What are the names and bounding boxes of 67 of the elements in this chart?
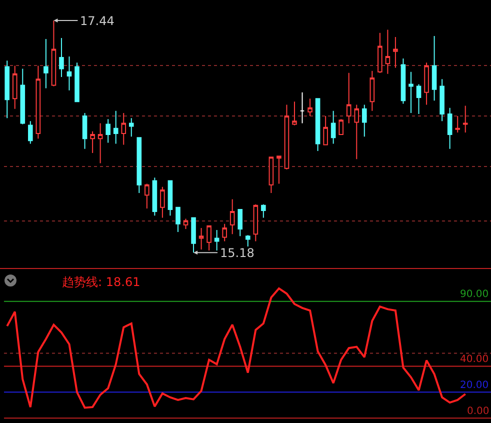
candlestick [128, 118, 134, 138]
candlestick [230, 198, 235, 235]
candlestick [4, 60, 10, 119]
candlestick [400, 58, 406, 104]
candlestick [59, 37, 64, 78]
candlestick [362, 104, 367, 138]
candlestick [176, 206, 180, 233]
candlestick [346, 72, 352, 124]
candlestick [323, 116, 328, 146]
candlestick [292, 101, 297, 126]
candlestick [393, 36, 398, 68]
candlestick [338, 118, 344, 136]
candlestick [432, 35, 437, 102]
candlestick [268, 156, 274, 194]
candlestick [136, 137, 142, 194]
candlestick [20, 68, 26, 125]
annotation: 15.18 [220, 246, 254, 260]
candlestick [385, 29, 390, 74]
candlestick [370, 70, 375, 112]
candlestick [408, 71, 414, 114]
candlestick [51, 20, 56, 87]
candlestick [300, 92, 305, 124]
candlestick [315, 98, 320, 152]
candlestick [66, 56, 72, 91]
candlestick [198, 227, 204, 250]
candlestick [462, 105, 468, 133]
candlestick [113, 110, 118, 144]
candlestick [206, 225, 212, 252]
candlestick [106, 118, 110, 144]
candlestick [44, 38, 48, 89]
candlestick [354, 104, 360, 160]
candlestick [98, 122, 103, 164]
candlestick [261, 204, 266, 218]
candlestick [238, 208, 243, 237]
annotation: 17.44 [80, 14, 114, 28]
candlestick [378, 32, 382, 74]
candlestick [36, 65, 41, 140]
ref-line-label: 0.00 [467, 406, 490, 417]
candlestick [144, 183, 150, 209]
ref-line-label: 90.00 [460, 289, 489, 300]
candlestick [253, 204, 258, 242]
candlestick [28, 120, 33, 144]
candlestick [160, 186, 165, 218]
text: 趋势线 [62, 275, 98, 289]
candlestick [308, 98, 312, 117]
candlestick [447, 107, 452, 150]
candlestick [152, 177, 158, 216]
candlestick [455, 116, 460, 133]
candlestick [424, 62, 429, 106]
candlestick [222, 223, 227, 242]
candlestick [90, 130, 95, 154]
candlestick [74, 62, 80, 102]
candlestick [440, 78, 444, 122]
ref-line-label: 20.00 [460, 380, 489, 391]
candlestick [121, 112, 126, 146]
candlestick [276, 156, 282, 184]
candlestick [183, 218, 188, 230]
candlestick [330, 110, 336, 144]
candlestick [168, 180, 173, 216]
candlestick [416, 84, 422, 114]
candlestick [82, 112, 88, 150]
annotation: : 18.61 [98, 275, 142, 289]
candlestick [214, 230, 220, 252]
ref-line-label: 40.00 [460, 354, 489, 365]
candlestick [245, 234, 250, 247]
candlestick [284, 104, 290, 170]
candlestick [12, 65, 18, 110]
